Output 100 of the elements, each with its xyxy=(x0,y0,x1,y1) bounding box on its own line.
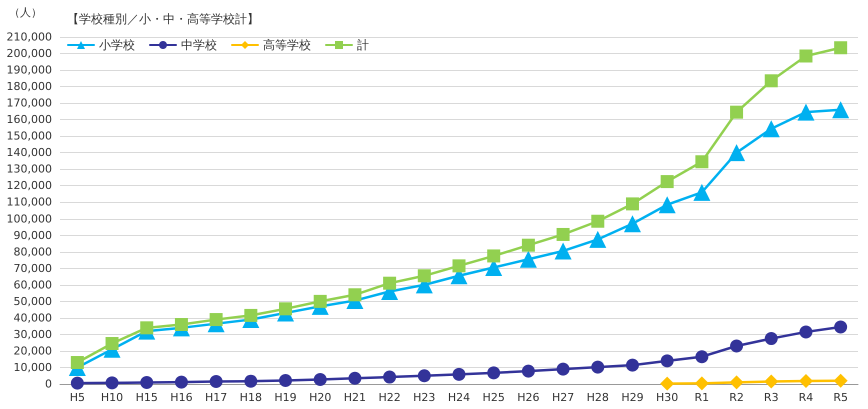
x-tick-label: H19 xyxy=(274,391,297,404)
point xyxy=(140,376,154,390)
x-tick-label: H29 xyxy=(621,391,644,404)
point xyxy=(520,250,537,268)
point xyxy=(244,308,258,322)
point xyxy=(799,325,812,338)
y-tick-label: 0 xyxy=(45,378,52,390)
y-tick-label: 200,000 xyxy=(6,47,52,60)
x-tick-label: R5 xyxy=(833,391,848,404)
point xyxy=(314,294,327,308)
x-tick-label: H28 xyxy=(586,391,609,404)
point xyxy=(418,269,431,282)
y-tick-label: 110,000 xyxy=(6,196,52,209)
point xyxy=(694,376,709,390)
point xyxy=(591,214,604,228)
point xyxy=(660,376,674,391)
point xyxy=(522,238,535,252)
chart-title: 【学校種別／小・中・高等学校計】 xyxy=(67,12,259,26)
y-tick-label: 30,000 xyxy=(14,328,52,341)
point xyxy=(834,41,848,54)
y-tick-label: 20,000 xyxy=(14,344,52,358)
legend-label: 計 xyxy=(357,38,369,52)
x-tick-label: H21 xyxy=(344,391,366,404)
point xyxy=(764,74,778,88)
x-tick-label: H10 xyxy=(100,391,124,404)
x-tick-label: H22 xyxy=(378,391,401,404)
y-axis-title: （人） xyxy=(9,6,42,19)
x-tick-label: R3 xyxy=(764,391,779,404)
y-tick-label: 50,000 xyxy=(14,294,52,308)
y-tick-label: 170,000 xyxy=(6,96,52,110)
y-tick-label: 120,000 xyxy=(6,179,52,192)
x-tick-label: H23 xyxy=(413,391,436,404)
point xyxy=(106,376,119,390)
y-tick-label: 100,000 xyxy=(6,212,52,226)
point xyxy=(418,369,431,382)
point xyxy=(452,368,466,381)
y-tick-label: 180,000 xyxy=(6,80,52,94)
point xyxy=(728,144,746,162)
point xyxy=(834,374,848,388)
point xyxy=(106,337,119,350)
point xyxy=(730,106,744,119)
point xyxy=(730,340,744,352)
point xyxy=(210,375,223,388)
point xyxy=(279,374,292,388)
y-tick-label: 160,000 xyxy=(6,113,52,126)
point xyxy=(589,230,606,248)
point xyxy=(693,184,710,201)
point xyxy=(174,318,188,332)
point xyxy=(383,370,396,384)
y-tick-label: 60,000 xyxy=(14,278,52,292)
point xyxy=(591,360,604,374)
x-tick-label: H30 xyxy=(656,391,678,404)
x-tick-label: H27 xyxy=(552,391,574,404)
point xyxy=(624,215,641,232)
y-tick-label: 140,000 xyxy=(6,146,52,160)
point xyxy=(658,196,676,214)
point xyxy=(834,320,848,334)
point xyxy=(348,372,362,385)
point xyxy=(730,375,744,390)
point xyxy=(487,366,500,380)
point xyxy=(764,332,778,346)
point xyxy=(70,376,84,390)
x-tick-label: H20 xyxy=(309,391,332,404)
x-tick-label: R4 xyxy=(798,391,814,404)
point xyxy=(695,350,708,364)
x-tick-label: R1 xyxy=(694,391,710,404)
point xyxy=(70,356,84,370)
y-tick-label: 210,000 xyxy=(6,30,52,44)
legend-label: 高等学校 xyxy=(263,38,311,52)
point xyxy=(556,362,570,376)
point xyxy=(174,376,188,389)
legend-label: 小学校 xyxy=(99,38,135,52)
point xyxy=(695,155,708,168)
x-tick-label: H26 xyxy=(517,391,540,404)
y-tick-label: 130,000 xyxy=(6,162,52,176)
x-tick-label: H25 xyxy=(482,391,505,404)
point xyxy=(832,101,850,118)
y-tick-label: 190,000 xyxy=(6,64,52,77)
point xyxy=(797,104,814,121)
point xyxy=(660,175,674,188)
point xyxy=(762,120,780,138)
x-tick-label: H18 xyxy=(240,391,262,404)
point xyxy=(383,276,396,290)
point xyxy=(279,302,292,316)
x-tick-label: H5 xyxy=(70,391,85,404)
point xyxy=(487,249,500,262)
point xyxy=(314,373,327,386)
point xyxy=(210,313,223,326)
y-tick-label: 90,000 xyxy=(14,228,52,242)
x-tick-label: H16 xyxy=(170,391,193,404)
point xyxy=(556,228,570,241)
point xyxy=(660,354,674,368)
y-tick-label: 10,000 xyxy=(14,360,52,374)
point xyxy=(764,374,778,389)
point xyxy=(140,321,154,334)
y-tick-label: 70,000 xyxy=(14,262,52,275)
x-tick-label: H15 xyxy=(136,391,158,404)
y-tick-label: 80,000 xyxy=(14,245,52,258)
point xyxy=(799,50,812,62)
point xyxy=(452,259,466,272)
